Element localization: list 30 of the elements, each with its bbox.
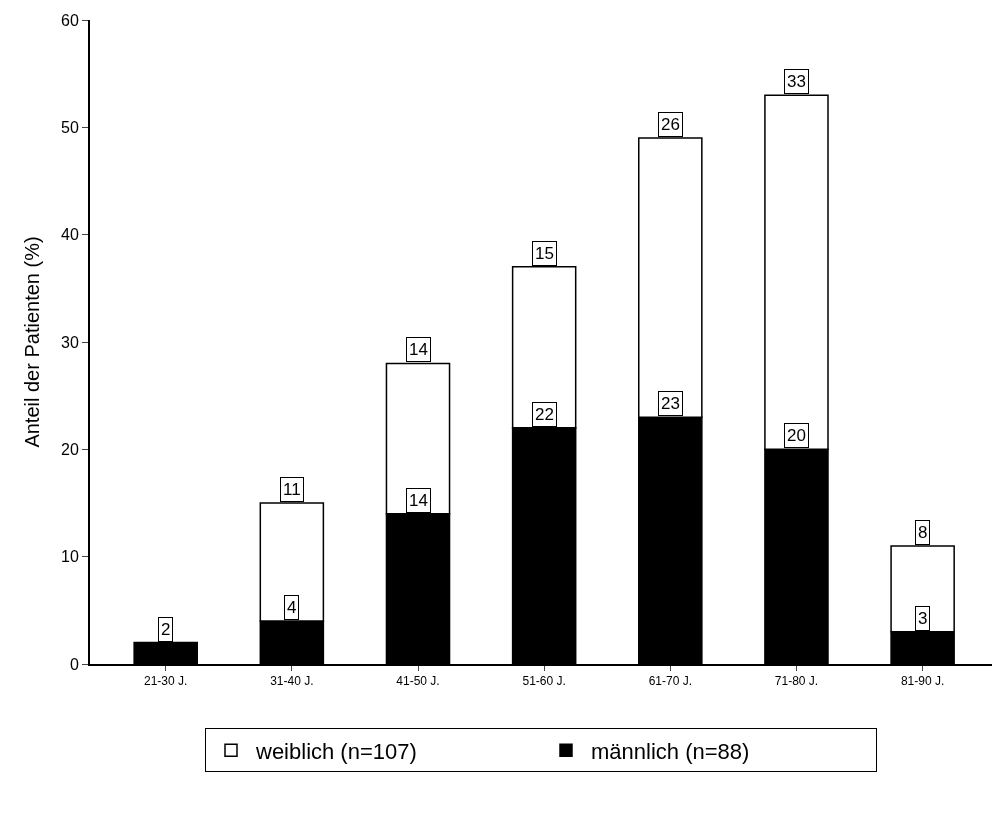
y-axis-title: Anteil der Patienten (%) (21, 236, 43, 448)
x-tick-label: 71-80 J. (774, 674, 819, 689)
data-label: 20 (787, 426, 806, 445)
y-tick-label: 20 (61, 440, 79, 458)
legend-label: männlich (n=88) (591, 738, 750, 764)
y-tick-label: 50 (61, 118, 79, 136)
data-label: 23 (661, 394, 680, 413)
x-tick-label: 51-60 J. (522, 674, 566, 689)
data-label: 4 (287, 598, 297, 617)
data-label: 11 (283, 480, 301, 499)
y-tick-label: 10 (61, 548, 79, 566)
x-tick-label: 21-30 J. (144, 674, 188, 689)
x-tick-label: 41-50 J. (396, 674, 440, 689)
data-label: 3 (918, 609, 928, 628)
data-label: 8 (918, 523, 928, 542)
data-label: 14 (409, 491, 428, 510)
data-label: 14 (409, 340, 428, 359)
x-tick-label: 81-90 J. (900, 674, 945, 689)
y-tick-label: 60 (61, 11, 79, 29)
data-label: 15 (535, 244, 554, 263)
data-label: 26 (661, 115, 680, 134)
y-tick-label: 30 (61, 333, 79, 351)
data-label: 22 (535, 405, 554, 424)
y-tick-label: 0 (69, 655, 79, 673)
y-tick-label: 40 (61, 226, 79, 244)
data-label: 2 (161, 620, 171, 639)
x-tick-label: 61-70 J. (648, 674, 692, 689)
data-label: 33 (787, 72, 806, 91)
x-tick-label: 31-40 J. (270, 674, 314, 689)
legend-label: weiblich (n=107) (255, 738, 417, 764)
